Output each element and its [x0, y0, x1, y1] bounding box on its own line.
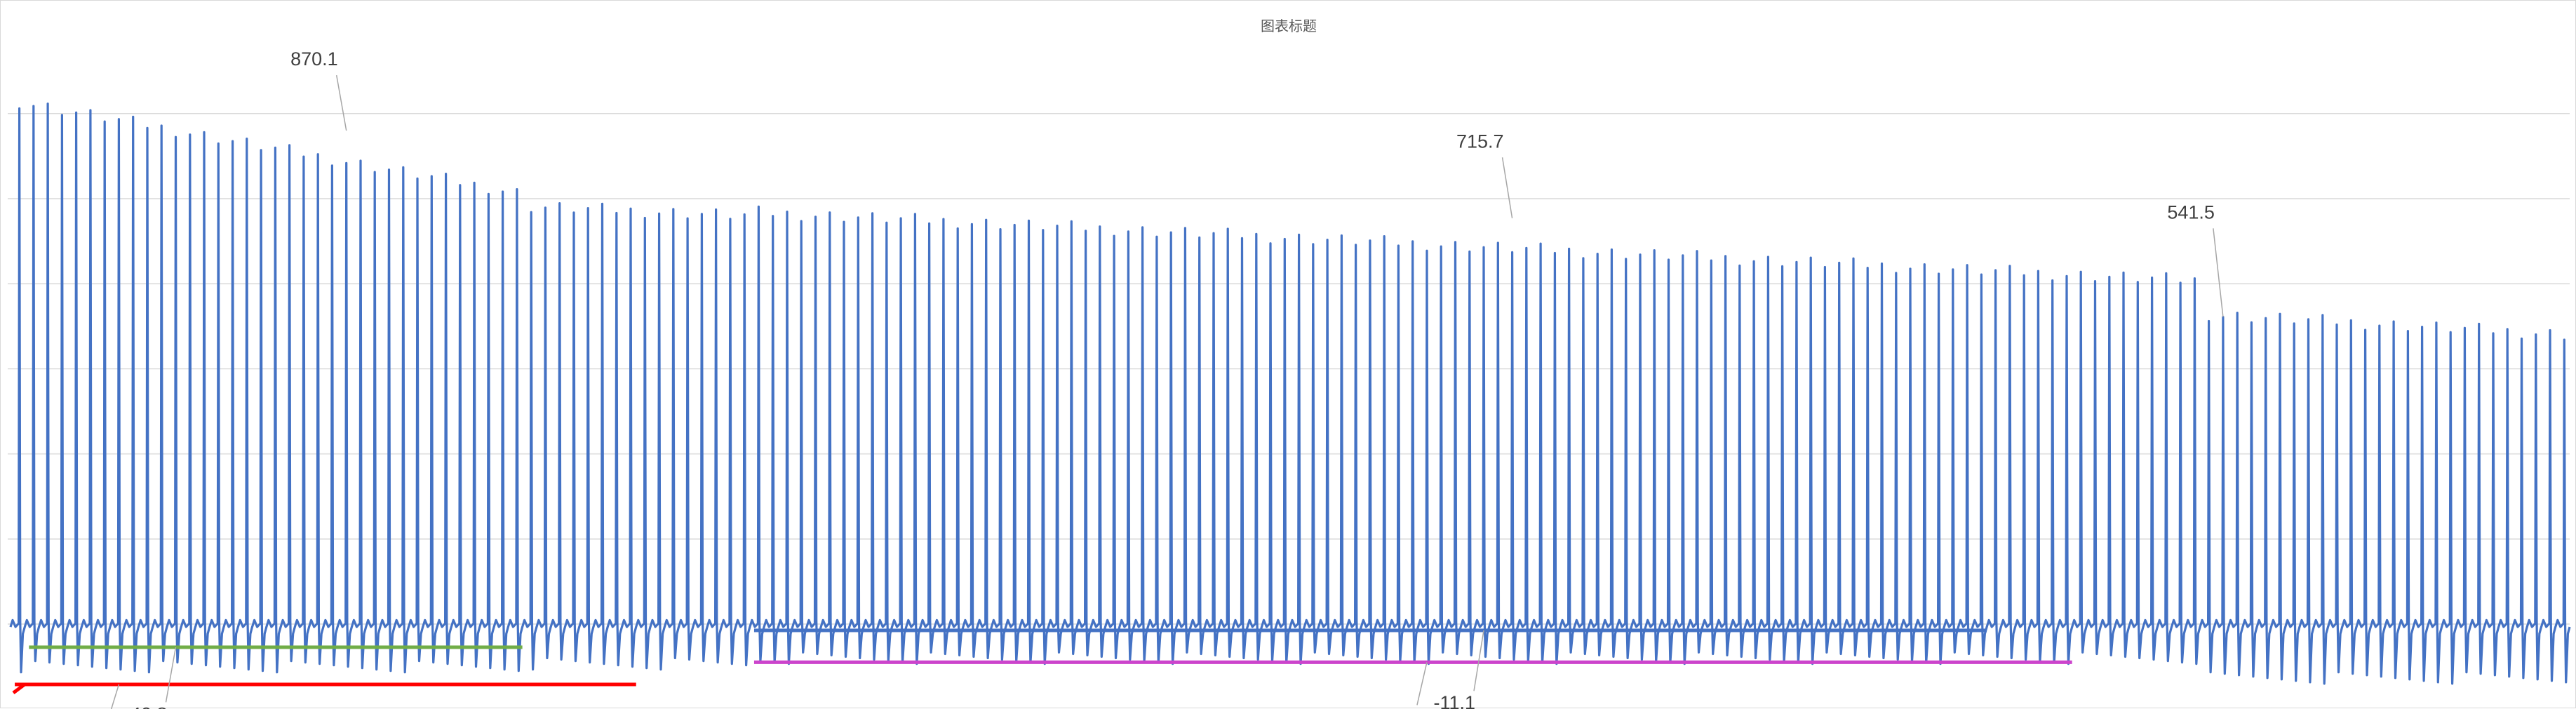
data-label: 715.7: [1456, 131, 1504, 152]
annotation-leader: [166, 647, 175, 702]
annotation-leader: [1417, 662, 1427, 705]
signal-series-line: [11, 104, 2570, 684]
series: [11, 104, 2570, 684]
annotation-leader: [337, 75, 347, 131]
annotation-leader: [1503, 157, 1512, 218]
data-label: 541.5: [2167, 201, 2215, 223]
annotation-leader: [109, 684, 119, 709]
data-label: -11.1: [1433, 692, 1475, 709]
data-label: 870.1: [290, 48, 338, 69]
annotation-leader: [2213, 228, 2223, 317]
data-label: -67.2: [1375, 706, 1418, 709]
gridlines: [8, 114, 2570, 624]
